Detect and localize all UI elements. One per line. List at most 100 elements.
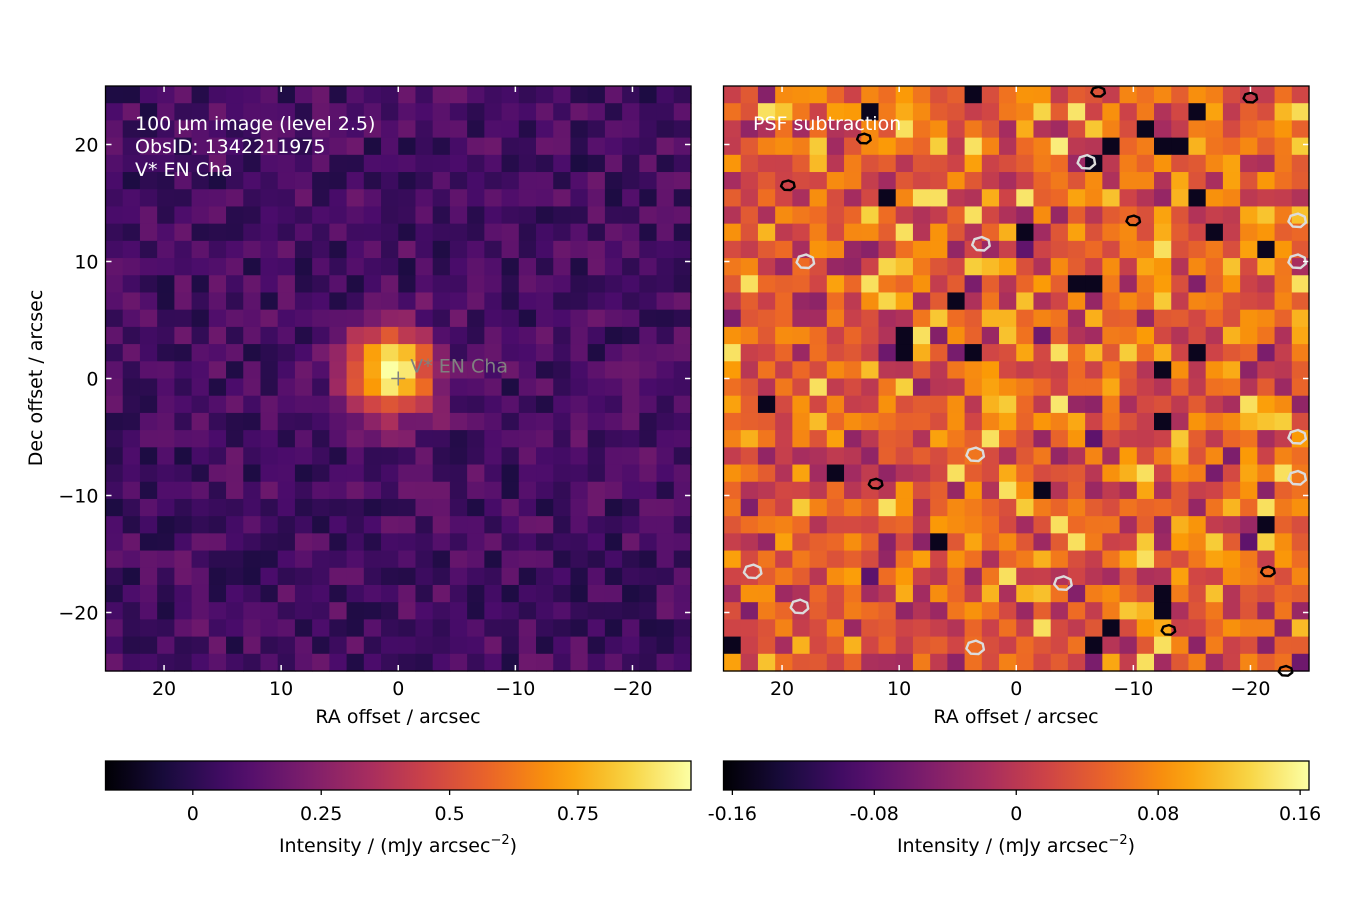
right-heatmap-cell bbox=[878, 86, 897, 104]
left-heatmap-cell bbox=[570, 602, 589, 620]
left-heatmap-cell bbox=[587, 103, 606, 122]
right-heatmap-cell bbox=[792, 619, 811, 638]
left-heatmap-cell bbox=[277, 309, 296, 328]
left-heatmap-cell bbox=[294, 258, 313, 276]
right-heatmap-pixels bbox=[723, 86, 1310, 672]
right-heatmap-cell bbox=[740, 619, 759, 638]
left-heatmap-cell bbox=[570, 378, 589, 397]
left-heatmap-cell bbox=[174, 344, 193, 362]
right-heatmap-cell bbox=[1136, 309, 1155, 328]
left-heatmap-cell bbox=[381, 258, 399, 276]
left-heatmap-cell bbox=[312, 189, 330, 208]
left-heatmap-cell bbox=[639, 137, 658, 156]
right-heatmap-cell bbox=[757, 103, 776, 122]
left-heatmap-cell bbox=[484, 292, 503, 311]
right-heatmap-cell bbox=[723, 395, 742, 414]
left-heatmap-cell bbox=[673, 292, 692, 311]
negative-contour bbox=[742, 563, 763, 580]
right-heatmap-cell bbox=[895, 172, 914, 190]
right-heatmap-cell bbox=[1102, 189, 1121, 208]
left-heatmap-cell bbox=[363, 189, 382, 208]
left-heatmap-cell bbox=[381, 516, 399, 534]
right-heatmap-cell bbox=[809, 240, 828, 259]
left-heatmap-cell bbox=[467, 172, 485, 190]
left-heatmap-cell bbox=[449, 344, 468, 362]
right-heatmap-cell bbox=[1205, 636, 1224, 655]
left-heatmap-cell bbox=[673, 464, 692, 483]
left-heatmap-cell bbox=[157, 378, 175, 397]
left-heatmap-cell bbox=[501, 137, 520, 156]
left-heatmap-cell bbox=[673, 636, 692, 655]
right-heatmap-cell bbox=[878, 361, 897, 380]
right-heatmap-cell bbox=[930, 258, 948, 276]
left-heatmap-cell bbox=[243, 464, 262, 483]
left-heatmap-cell bbox=[467, 533, 485, 552]
right-heatmap-cell bbox=[1102, 653, 1121, 672]
right-heatmap-cell bbox=[775, 309, 793, 328]
right-heatmap-cell bbox=[1050, 154, 1069, 173]
right-heatmap-cell bbox=[775, 240, 793, 259]
left-heatmap-cell bbox=[346, 103, 365, 122]
right-heatmap-cell bbox=[775, 533, 793, 552]
right-heatmap-cell bbox=[1291, 412, 1310, 431]
right-contours bbox=[742, 85, 1308, 677]
left-heatmap-cell bbox=[381, 309, 399, 328]
right-heatmap-cell bbox=[792, 395, 811, 414]
right-heatmap-cell bbox=[1102, 602, 1121, 620]
left-heatmap-cell bbox=[226, 412, 244, 431]
left-heatmap-cell bbox=[363, 636, 382, 655]
right-heatmap-cell bbox=[1067, 464, 1086, 483]
left-heatmap-cell bbox=[174, 395, 193, 414]
right-heatmap-cell bbox=[1291, 172, 1310, 190]
right-heatmap-cell bbox=[1222, 292, 1241, 311]
right-heatmap-cell bbox=[930, 653, 948, 672]
left-heatmap-cell bbox=[656, 292, 675, 311]
right-heatmap-cell bbox=[757, 309, 776, 328]
left-heatmap-cell bbox=[604, 103, 623, 122]
right-heatmap-cell bbox=[999, 86, 1017, 104]
left-heatmap-cell bbox=[467, 223, 485, 242]
left-heatmap-cell bbox=[587, 275, 606, 294]
right-heatmap-cell bbox=[878, 412, 897, 431]
right-heatmap-cell bbox=[1240, 619, 1258, 638]
right-heatmap-cell bbox=[1154, 309, 1172, 328]
left-heatmap-cell bbox=[553, 395, 572, 414]
right-heatmap-cell bbox=[1205, 137, 1224, 156]
right-heatmap-cell bbox=[1102, 533, 1121, 552]
right-heatmap-cell bbox=[1188, 430, 1207, 448]
left-heatmap-cell bbox=[449, 154, 468, 173]
left-heatmap-cell bbox=[277, 395, 296, 414]
right-heatmap-cell bbox=[740, 412, 759, 431]
left-heatmap-cell bbox=[346, 412, 365, 431]
left-heatmap-cell bbox=[381, 498, 399, 517]
right-heatmap-cell bbox=[947, 292, 966, 311]
right-heatmap-cell bbox=[912, 567, 931, 586]
left-heatmap-cell bbox=[570, 653, 589, 672]
left-heatmap-cell bbox=[484, 602, 503, 620]
left-heatmap-cell bbox=[191, 275, 210, 294]
right-colorbar-label: Intensity / (mJy arcsec−2) bbox=[897, 833, 1135, 857]
x-tick-label: 20 bbox=[770, 678, 794, 700]
left-heatmap-cell bbox=[122, 602, 141, 620]
right-heatmap-cell bbox=[947, 223, 966, 242]
left-heatmap-cell bbox=[294, 223, 313, 242]
left-heatmap-cell bbox=[277, 584, 296, 603]
left-heatmap-cell bbox=[570, 137, 589, 156]
right-heatmap-cell bbox=[1067, 223, 1086, 242]
left-heatmap-cell bbox=[467, 619, 485, 638]
right-heatmap-cell bbox=[1171, 447, 1190, 466]
right-heatmap-cell bbox=[844, 326, 862, 345]
left-heatmap-cell bbox=[432, 344, 451, 362]
left-heatmap-cell bbox=[432, 412, 451, 431]
left-heatmap-cell bbox=[484, 361, 503, 380]
left-heatmap-cell bbox=[587, 361, 606, 380]
left-heatmap-cell bbox=[432, 464, 451, 483]
right-heatmap-cell bbox=[912, 275, 931, 294]
left-heatmap-cell bbox=[277, 430, 296, 448]
right-heatmap-cell bbox=[1274, 412, 1293, 431]
right-heatmap-cell bbox=[861, 275, 880, 294]
right-heatmap-cell bbox=[895, 189, 914, 208]
left-heatmap-cell bbox=[243, 567, 262, 586]
left-heatmap-cell bbox=[294, 240, 313, 259]
